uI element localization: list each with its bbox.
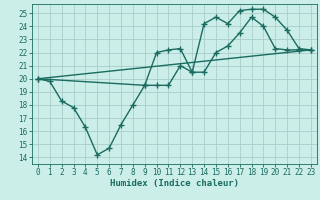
X-axis label: Humidex (Indice chaleur): Humidex (Indice chaleur) — [110, 179, 239, 188]
